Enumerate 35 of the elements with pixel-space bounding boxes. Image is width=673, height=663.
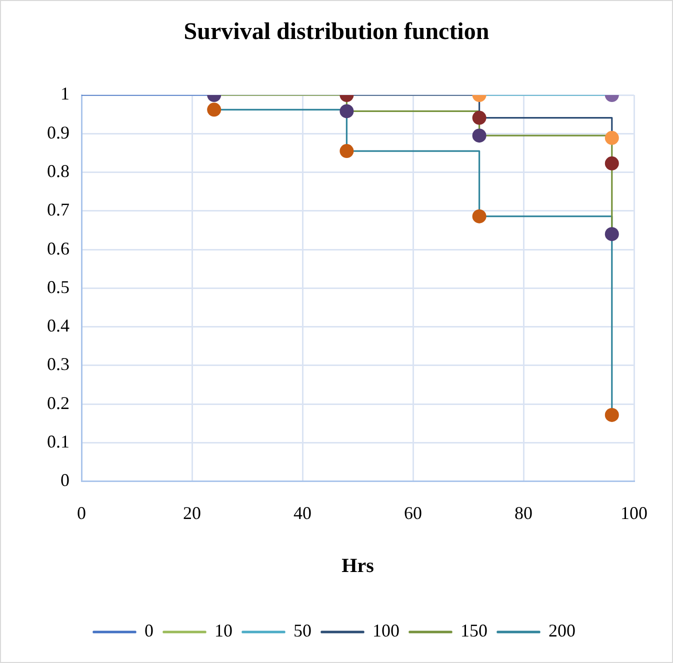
x-tick-label: 40: [294, 502, 312, 523]
legend-label: 10: [214, 620, 232, 641]
point: [207, 102, 222, 117]
x-axis-title: Hrs: [342, 555, 374, 578]
legend-label: 0: [144, 620, 154, 641]
y-tick-label: 0.4: [47, 316, 70, 336]
x-tick-label: 0: [77, 502, 86, 523]
y-tick-label: 0.6: [47, 238, 70, 258]
point: [340, 104, 354, 118]
y-tick-label: 0.8: [47, 161, 70, 182]
point: [604, 156, 619, 170]
legend-label: 100: [372, 620, 400, 641]
y-tick-label: 0.7: [47, 200, 70, 220]
x-tick-label: 100: [620, 502, 648, 523]
point: [472, 128, 486, 143]
x-tick-label: 20: [183, 502, 201, 523]
y-tick-label: 0: [60, 470, 70, 490]
y-tick-label: 1: [60, 84, 70, 104]
point: [604, 227, 619, 242]
legend-label: 50: [294, 620, 312, 641]
point: [604, 408, 619, 422]
x-tick-label: 60: [404, 502, 422, 523]
y-tick-label: 0.9: [47, 122, 70, 142]
y-tick-label: 0.2: [47, 392, 70, 413]
chart-title: Survival distribution function: [182, 19, 490, 46]
legend-label: 200: [548, 620, 576, 641]
y-tick-label: 0.1: [47, 431, 70, 452]
x-tick-label: 80: [514, 502, 532, 523]
point: [472, 209, 486, 224]
point: [340, 144, 354, 158]
y-tick-label: 0.3: [47, 354, 70, 374]
point: [472, 110, 486, 125]
y-tick-label: 0.5: [47, 276, 70, 297]
legend-label: 150: [460, 620, 488, 641]
point: [604, 130, 619, 145]
